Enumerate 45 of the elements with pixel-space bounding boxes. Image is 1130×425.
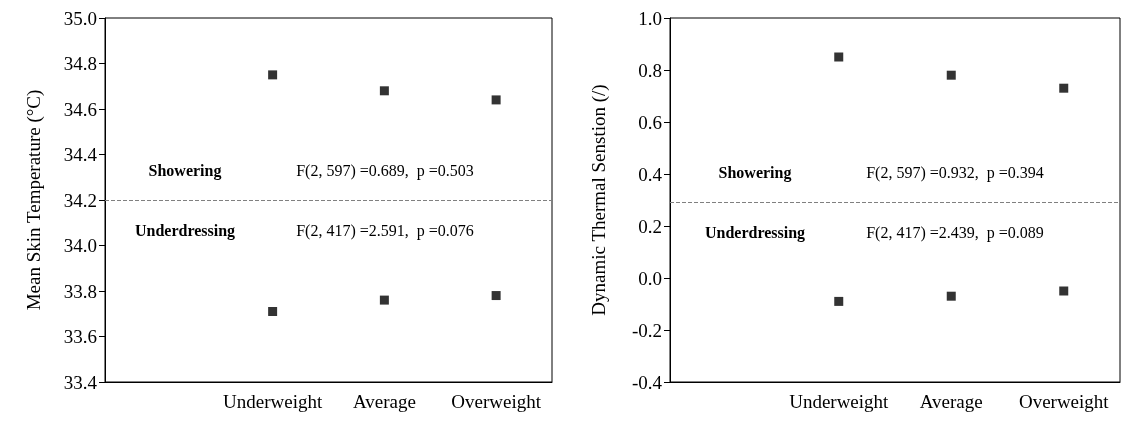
point <box>946 70 956 80</box>
annotation: Showering <box>718 164 792 183</box>
point <box>491 95 501 105</box>
annotation: Underdressing <box>134 221 236 240</box>
y-axis-title: Mean Skin Temperature (°C) <box>23 89 45 311</box>
y-tick-label: 33.8 <box>63 280 97 302</box>
y-axis-title: Dynamic Thermal Senstion (/) <box>588 84 610 316</box>
point <box>379 295 389 305</box>
annotation: Underdressing <box>704 224 806 243</box>
point <box>491 291 501 301</box>
point <box>1059 286 1069 296</box>
x-tick-label: Underweight <box>223 391 323 412</box>
y-tick-label: 34.0 <box>63 235 97 256</box>
point <box>379 86 389 96</box>
x-tick-label: Overweight <box>451 391 542 412</box>
y-tick-label: 33.6 <box>63 326 97 347</box>
x-tick-label: Average <box>352 391 416 412</box>
point <box>946 291 956 301</box>
point <box>268 306 278 316</box>
y-tick-label: 34.4 <box>63 144 98 165</box>
y-tick-label: 34.6 <box>63 98 97 120</box>
annotation: F(2, 417) =2.591, p =0.076 <box>296 221 474 240</box>
point <box>1059 83 1069 93</box>
y-tick-label: 34.8 <box>63 53 97 74</box>
point <box>268 70 278 80</box>
y-tick-label: 0.8 <box>638 59 662 81</box>
y-tick-label: 1.0 <box>638 7 662 29</box>
y-tick-label: -0.2 <box>631 319 662 341</box>
y-tick-label: 0.4 <box>638 163 663 185</box>
annotation: F(2, 597) =0.689, p =0.503 <box>296 161 474 180</box>
point <box>834 296 844 306</box>
y-tick-label: 33.4 <box>63 371 98 393</box>
annotation: F(2, 417) =2.439, p =0.089 <box>866 224 1044 243</box>
y-tick-label: -0.4 <box>631 371 663 393</box>
annotation: F(2, 597) =0.932, p =0.394 <box>866 164 1044 183</box>
y-tick-label: 34.2 <box>63 189 97 211</box>
y-tick-label: 0.2 <box>638 215 662 237</box>
x-tick-label: Underweight <box>789 391 890 412</box>
annotation: Showering <box>148 161 222 180</box>
y-tick-label: 0.0 <box>638 267 662 289</box>
y-tick-label: 0.6 <box>638 111 662 133</box>
x-tick-label: Average <box>919 391 983 412</box>
x-tick-label: Overweight <box>1018 391 1110 412</box>
point <box>834 52 844 62</box>
y-tick-label: 35.0 <box>63 7 97 29</box>
